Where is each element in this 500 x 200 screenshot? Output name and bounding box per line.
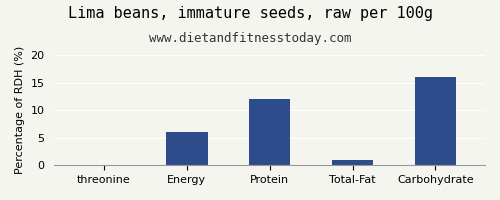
Bar <box>332 160 373 165</box>
Bar <box>414 77 456 165</box>
Bar <box>166 132 207 165</box>
Y-axis label: Percentage of RDH (%): Percentage of RDH (%) <box>15 46 25 174</box>
Text: www.dietandfitnesstoday.com: www.dietandfitnesstoday.com <box>149 32 351 45</box>
Text: Lima beans, immature seeds, raw per 100g: Lima beans, immature seeds, raw per 100g <box>68 6 432 21</box>
Bar <box>249 99 290 165</box>
